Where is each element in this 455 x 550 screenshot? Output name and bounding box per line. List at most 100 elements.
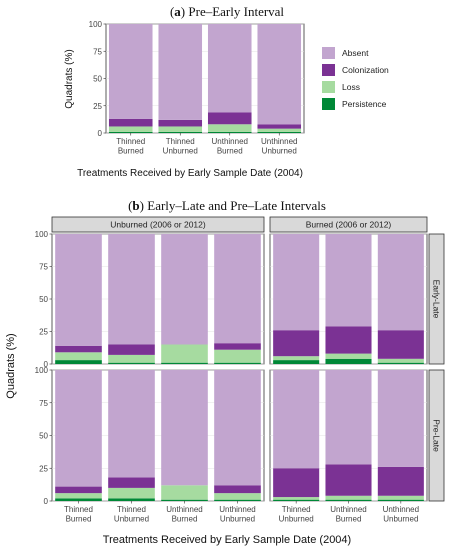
panel-a-chart: ThinnedBurnedThinnedUnburnedUnthinnedBur… xyxy=(89,20,305,156)
bar-segment-persistence xyxy=(273,360,320,364)
bar-segment-colonization xyxy=(108,344,155,355)
y-tick-label: 0 xyxy=(44,497,49,506)
bar-segment-absent xyxy=(158,24,203,120)
bar-segment-colonization xyxy=(108,477,155,488)
bar-segment-colonization xyxy=(158,119,203,127)
bar-segment-loss xyxy=(108,354,155,363)
bar-segment-persistence xyxy=(158,131,203,133)
bar-segment-persistence xyxy=(207,131,252,133)
bar-segment-persistence xyxy=(108,498,155,501)
legend-swatch-colonization xyxy=(322,64,335,76)
facet-strip-label: Unburned (2006 or 2012) xyxy=(110,220,206,230)
panel-a-xlabel: Treatments Received by Early Sample Date… xyxy=(77,168,303,179)
bar-segment-absent xyxy=(214,234,261,344)
bar-segment-absent xyxy=(161,370,208,486)
bar-segment-loss xyxy=(377,358,424,363)
panel-b-xlabel: Treatments Received by Early Sample Date… xyxy=(103,534,351,546)
x-tick-label: Thinned xyxy=(64,505,93,514)
bar-segment-persistence xyxy=(214,499,261,501)
bar-segment-absent xyxy=(108,234,155,345)
bar-segment-colonization xyxy=(55,486,102,494)
y-tick-label: 50 xyxy=(93,75,102,84)
bar-segment-colonization xyxy=(377,330,424,359)
bar-segment-loss xyxy=(273,497,320,500)
bar-segment-loss xyxy=(214,349,261,363)
panel-b-title-label: b xyxy=(132,198,139,213)
bar-segment-colonization xyxy=(108,118,153,127)
bar-segment-loss xyxy=(257,128,302,132)
y-tick-label: 25 xyxy=(39,464,48,473)
bar-segment-persistence xyxy=(325,358,372,364)
x-tick-label: Unburned xyxy=(220,515,255,524)
bar-segment-absent xyxy=(161,234,208,345)
y-tick-label: 50 xyxy=(39,432,48,441)
y-tick-label: 100 xyxy=(35,230,49,239)
bar-segment-absent xyxy=(377,234,424,331)
bar-segment-colonization xyxy=(377,466,424,496)
bar-segment-loss xyxy=(55,493,102,499)
bar-segment-loss xyxy=(108,126,153,132)
panel-b-title: (b) Early–Late and Pre–Late Intervals xyxy=(128,198,326,213)
legend-label-persistence: Persistence xyxy=(342,99,387,109)
bar-segment-absent xyxy=(273,234,320,331)
bar-segment-persistence xyxy=(257,131,302,133)
bar-segment-absent xyxy=(207,24,252,113)
bar-segment-colonization xyxy=(325,464,372,496)
bar-segment-loss xyxy=(158,126,203,132)
panel-a-legend: Absent Colonization Loss Persistence xyxy=(322,47,389,110)
x-tick-label: Burned xyxy=(66,515,92,524)
y-tick-label: 0 xyxy=(98,129,103,138)
bar-segment-loss xyxy=(108,487,155,499)
x-tick-label: Burned xyxy=(217,147,243,156)
bar-segment-absent xyxy=(273,370,320,469)
panel-b-title-text: Early–Late and Pre–Late Intervals xyxy=(147,198,326,213)
facet-strip-label: Early-Late xyxy=(432,280,442,319)
bar-segment-persistence xyxy=(377,362,424,364)
bar-segment-persistence xyxy=(55,498,102,501)
x-tick-label: Unthinned xyxy=(330,505,366,514)
x-tick-label: Unburned xyxy=(114,515,149,524)
x-tick-label: Unthinned xyxy=(166,505,202,514)
x-tick-label: Unburned xyxy=(383,515,418,524)
y-tick-label: 0 xyxy=(44,360,49,369)
bar-segment-absent xyxy=(55,234,102,346)
x-tick-label: Unburned xyxy=(262,147,297,156)
bar-segment-persistence xyxy=(161,362,208,364)
facet-strip-label: Pre-Late xyxy=(432,419,442,452)
facet-strip-pre-late xyxy=(428,369,445,502)
y-tick-label: 75 xyxy=(93,47,102,56)
y-tick-label: 100 xyxy=(35,366,49,375)
panel-a-ylabel: Quadrats (%) xyxy=(64,49,75,108)
x-tick-label: Thinned xyxy=(166,137,195,146)
bar-segment-colonization xyxy=(273,468,320,498)
y-tick-label: 25 xyxy=(93,102,102,111)
y-tick-label: 75 xyxy=(39,263,48,272)
bar-segment-colonization xyxy=(325,326,372,354)
bar-segment-persistence xyxy=(325,499,372,501)
bar-segment-persistence xyxy=(377,499,424,501)
bar-segment-colonization xyxy=(214,485,261,494)
facet-strip-label: Burned (2006 or 2012) xyxy=(306,220,392,230)
bar-segment-persistence xyxy=(108,131,153,133)
legend-label-loss: Loss xyxy=(342,82,360,92)
bar-segment-colonization xyxy=(273,330,320,357)
x-tick-label: Unburned xyxy=(163,147,198,156)
facet-strip-unburned-2006-or-2012 xyxy=(51,216,265,233)
x-tick-label: Unthinned xyxy=(219,505,255,514)
x-tick-label: Burned xyxy=(118,147,144,156)
x-tick-label: Unthinned xyxy=(212,137,248,146)
bar-segment-persistence xyxy=(214,362,261,364)
bar-segment-persistence xyxy=(161,499,208,501)
y-tick-label: 25 xyxy=(39,328,48,337)
y-tick-label: 100 xyxy=(89,20,103,29)
bar-segment-loss xyxy=(55,352,102,361)
bar-segment-absent xyxy=(377,370,424,467)
bar-segment-absent xyxy=(325,370,372,465)
bar-segment-loss xyxy=(161,485,208,500)
legend-swatch-absent xyxy=(322,47,335,59)
facet-strip-burned-2006-or-2012 xyxy=(269,216,428,233)
bar-segment-absent xyxy=(55,370,102,487)
bar-segment-persistence xyxy=(55,360,102,364)
bar-segment-loss xyxy=(273,356,320,361)
